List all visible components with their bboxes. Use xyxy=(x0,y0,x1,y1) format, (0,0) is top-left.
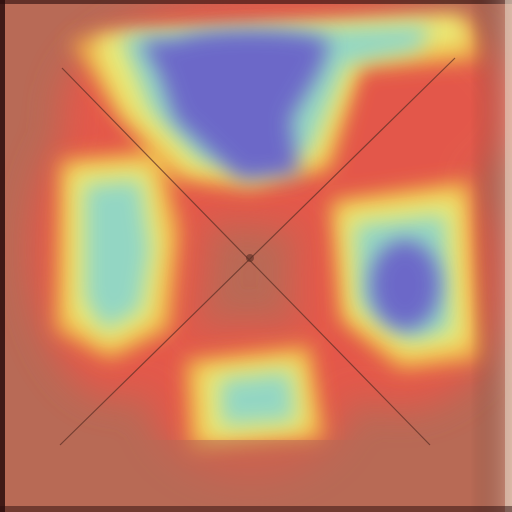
frame-left xyxy=(0,0,5,512)
frame-top xyxy=(0,0,512,4)
cold-layer xyxy=(140,30,440,330)
diagonal-cross-lines-icon xyxy=(59,57,456,446)
frame-right xyxy=(505,0,512,512)
frame-bottom xyxy=(0,506,512,512)
center-mark xyxy=(246,254,254,262)
lower-shade xyxy=(0,440,512,512)
